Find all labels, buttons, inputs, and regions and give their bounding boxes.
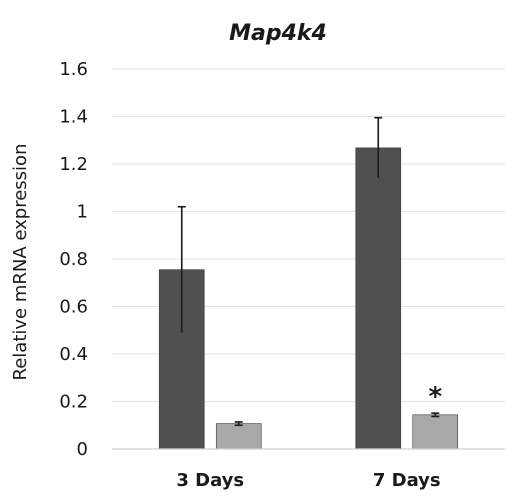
chart-title: Map4k4 — [229, 21, 327, 46]
bars — [158, 147, 459, 450]
annotations: * — [428, 382, 442, 412]
y-axis-ticks: 0 0.2 0.4 0.6 0.8 1 1.2 1.4 1.6 — [59, 59, 88, 460]
x-tick-label: 3 Days — [176, 470, 244, 491]
y-tick-label: 0.6 — [59, 297, 88, 318]
y-tick-label: 1 — [77, 202, 88, 223]
error-bars — [177, 116, 440, 427]
y-tick-label: 1.6 — [59, 59, 88, 80]
y-tick-label: 0.2 — [59, 392, 88, 413]
bar — [412, 414, 459, 450]
y-axis-label: Relative mRNA expression — [10, 144, 31, 381]
x-axis-ticks: 3 Days 7 Days — [176, 470, 440, 491]
y-tick-label: 1.2 — [59, 154, 88, 175]
y-tick-label: 0 — [77, 439, 88, 460]
significance-marker: * — [428, 382, 442, 412]
y-tick-label: 0.8 — [59, 249, 88, 270]
y-tick-label: 0.4 — [59, 344, 88, 365]
bar — [215, 423, 262, 450]
y-tick-label: 1.4 — [59, 107, 88, 128]
bar — [355, 147, 402, 450]
x-tick-label: 7 Days — [373, 470, 441, 491]
